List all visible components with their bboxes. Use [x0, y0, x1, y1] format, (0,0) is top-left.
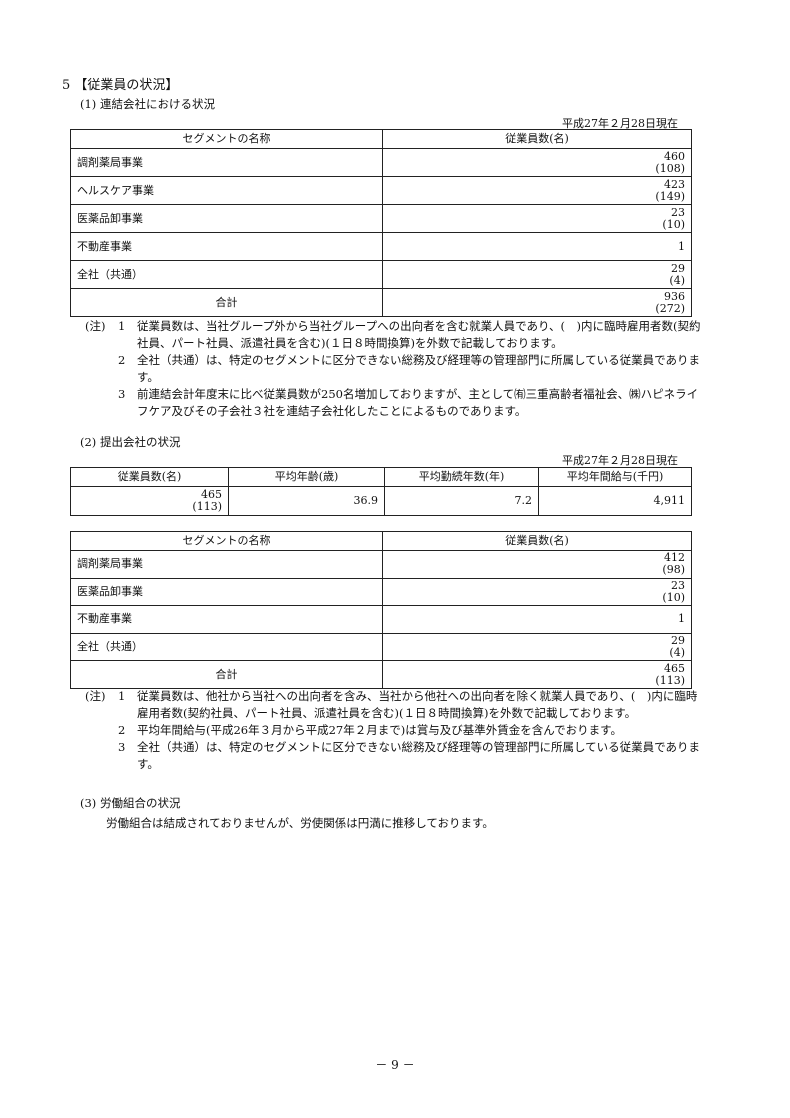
temporary-count: (113) [655, 673, 685, 687]
segment-name: 全社（共通） [70, 632, 383, 662]
header-count: 従業員数(名) [70, 467, 229, 487]
employee-count: 423 (149) [382, 176, 692, 205]
notes-label: (注) [85, 689, 106, 703]
employee-count: 412 (98) [382, 550, 692, 579]
consolidated-table: セグメントの名称 従業員数(名) 調剤薬局事業 460 (108) ヘルスケア事業 42… [70, 129, 692, 317]
filing-as-of: 平成27年２月28日現在 [562, 454, 678, 467]
table-row: 医薬品卸事業 23 (10) [70, 204, 692, 233]
total-row: 合計 936 (272) [70, 288, 692, 317]
note-item: 1 従業員数は、当社グループ外から当社グループへの出向者を含む就業人員であり、( … [118, 319, 701, 350]
consolidated-as-of: 平成27年２月28日現在 [562, 117, 678, 130]
temporary-count: (4) [669, 646, 685, 660]
temporary-count: (108) [655, 161, 685, 175]
segment-name: 全社（共通） [70, 260, 383, 289]
segment-name: 合計 [70, 660, 383, 689]
table-row: 全社（共通） 29 (4) [70, 260, 692, 289]
summary-count: 465 (113) [70, 486, 229, 516]
temporary-count: (10) [662, 217, 685, 231]
temporary-count: (149) [655, 189, 685, 203]
segment-name: 不動産事業 [70, 232, 383, 261]
employee-count: 29 (4) [382, 260, 692, 289]
header-count: 従業員数(名) [382, 129, 692, 149]
table-row: ヘルスケア事業 423 (149) [70, 176, 692, 205]
temporary-count: (4) [669, 273, 685, 287]
employee-count: 23 (10) [382, 204, 692, 233]
union-text: 労働組合は結成されておりませんが、労使関係は円満に推移しております。 [106, 816, 494, 830]
filing-heading: (2) 提出会社の状況 [80, 435, 181, 449]
segment-name: ヘルスケア事業 [70, 176, 383, 205]
note-item: 2 全社（共通）は、特定のセグメントに区分できない総務及び経理等の管理部門に所属し… [118, 353, 701, 384]
table-row: 医薬品卸事業 23 (10) [70, 577, 692, 607]
notes: (注) 1 従業員数は、他社から当社への出向者を含み、当社から他社への出向者を除く就… [85, 688, 705, 773]
note-item: 2 平均年間給与(平成26年３月から平成27年２月まで)は賞与及び基準外賃金を含ん… [118, 723, 623, 737]
header-salary: 平均年間給与(千円) [538, 467, 692, 487]
filing-segment-table: セグメントの名称 従業員数(名) 調剤薬局事業 412 (98) 医薬品卸事業 23 (1… [70, 531, 692, 689]
header-segment: セグメントの名称 [70, 129, 383, 149]
temporary-count: (10) [662, 590, 685, 604]
page-number: － 9 － [375, 1058, 415, 1072]
notes-label: (注) [85, 319, 106, 333]
table-row: 調剤薬局事業 460 (108) [70, 148, 692, 177]
employee-count: 460 (108) [382, 148, 692, 177]
note-item: 3 全社（共通）は、特定のセグメントに区分できない総務及び経理等の管理部門に所属し… [118, 740, 701, 771]
segment-name: 医薬品卸事業 [70, 577, 383, 607]
employee-count: 1 [382, 605, 692, 634]
consolidated-heading: (1) 連結会社における状況 [80, 97, 215, 111]
header-segment: セグメントの名称 [70, 531, 383, 551]
segment-name: 調剤薬局事業 [70, 148, 383, 177]
employee-count: 936 (272) [382, 288, 692, 317]
table-row: 全社（共通） 29 (4) [70, 632, 692, 662]
header-tenure: 平均勤続年数(年) [384, 467, 539, 487]
table-row: 不動産事業 1 [70, 605, 692, 634]
segment-name: 合計 [70, 288, 383, 317]
summary-salary: 4,911 [538, 486, 692, 516]
temporary-count: (272) [655, 301, 685, 315]
total-row: 合計 465 (113) [70, 660, 692, 689]
employee-count: 465 (113) [382, 660, 692, 689]
filing-summary-table: 従業員数(名) 平均年齢(歳) 平均勤続年数(年) 平均年間給与(千円) 465… [70, 467, 692, 516]
table-row: 不動産事業 1 [70, 232, 692, 261]
header-age: 平均年齢(歳) [228, 467, 385, 487]
employee-count: 23 (10) [382, 577, 692, 607]
note-item: 1 従業員数は、他社から当社への出向者を含み、当社から他社への出向者を除く就業人員… [118, 689, 698, 720]
segment-name: 医薬品卸事業 [70, 204, 383, 233]
union-heading: (3) 労働組合の状況 [80, 796, 181, 810]
temporary-count: (98) [662, 563, 685, 577]
summary-tenure: 7.2 [384, 486, 539, 516]
segment-name: 不動産事業 [70, 605, 383, 634]
note-item: 3 前連結会計年度末に比べ従業員数が250名増加しておりますが、主として㈲三重高齢… [118, 387, 699, 418]
notes: (注) 1 従業員数は、当社グループ外から当社グループへの出向者を含む就業人員であり… [85, 318, 705, 420]
segment-name: 調剤薬局事業 [70, 550, 383, 579]
summary-age: 36.9 [228, 486, 385, 516]
table-row: 調剤薬局事業 412 (98) [70, 550, 692, 579]
employee-count: 29 (4) [382, 632, 692, 662]
header-count: 従業員数(名) [382, 531, 692, 551]
employee-count: 1 [382, 232, 692, 261]
section-title: 5 【従業員の状況】 [62, 78, 179, 93]
